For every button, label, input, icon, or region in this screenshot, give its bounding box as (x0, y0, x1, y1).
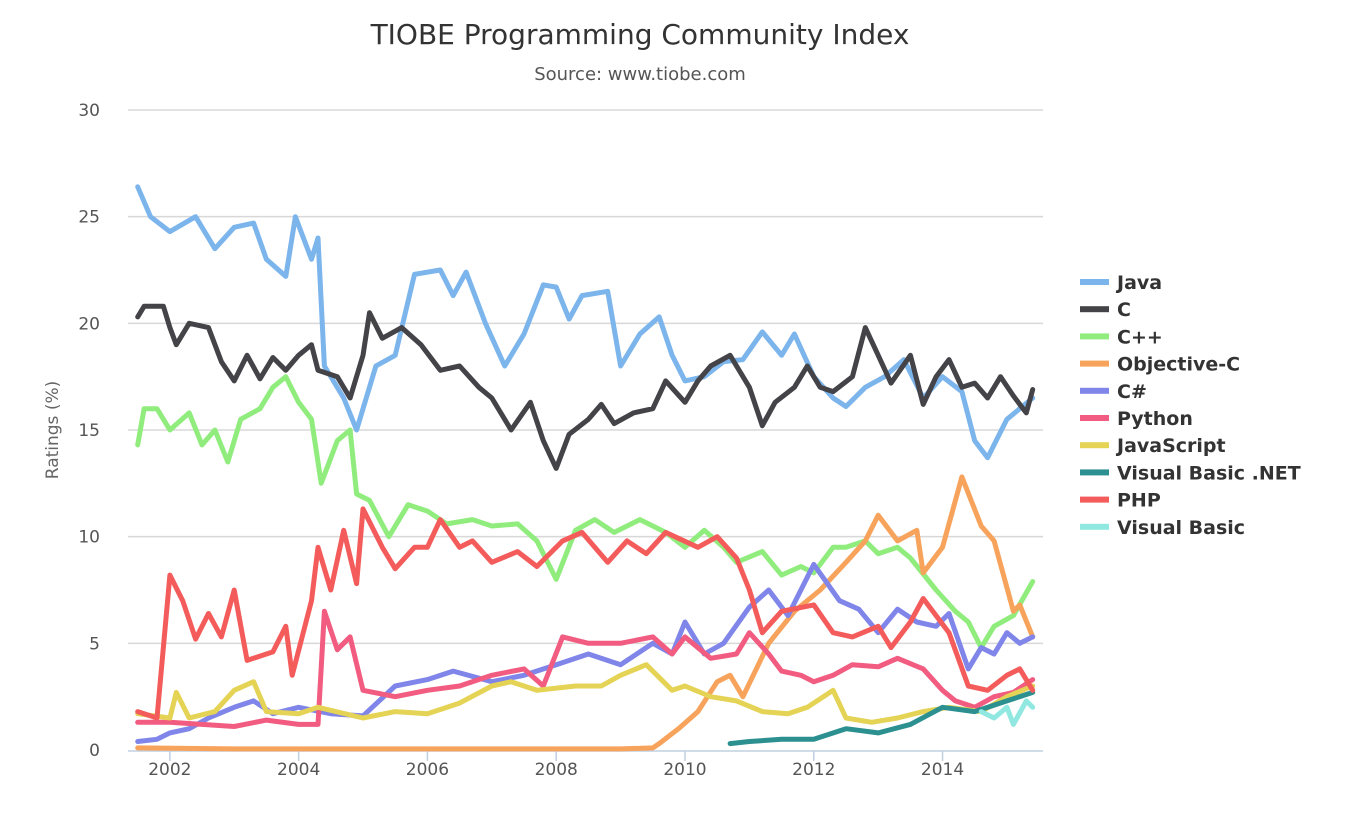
y-tick-label: 10 (78, 528, 100, 548)
legend-item[interactable]: Visual Basic .NET (1080, 462, 1301, 484)
series-line-java (135, 184, 1036, 461)
legend-item[interactable]: PHP (1080, 490, 1161, 512)
legend-label: Visual Basic (1117, 517, 1245, 539)
x-tick-label: 2002 (148, 760, 191, 780)
legend-label: Python (1117, 408, 1193, 430)
x-tick-label: 2004 (277, 760, 320, 780)
series-line-javascript (135, 662, 1036, 725)
legend-item[interactable]: Java (1080, 272, 1162, 294)
legend-label: C++ (1117, 326, 1163, 348)
y-tick-label: 0 (89, 741, 100, 761)
legend-label: PHP (1117, 490, 1161, 512)
x-axis: 2002 2004 2006 2008 2010 2012 2014 (128, 750, 1043, 780)
legend-swatch (1080, 279, 1109, 285)
legend-item[interactable]: Python (1080, 408, 1193, 430)
legend-item[interactable]: C# (1080, 381, 1147, 403)
legend-label: C (1117, 299, 1131, 321)
legend: Java C C++ Objective-C C# Python JavaScript Vis… (1080, 272, 1301, 539)
y-tick-label: 20 (78, 314, 100, 334)
series-line-c (135, 303, 1036, 471)
series-line-objective-c (135, 474, 1036, 752)
legend-item[interactable]: C (1080, 299, 1131, 321)
x-tick-label: 2006 (406, 760, 449, 780)
legend-swatch (1080, 387, 1109, 394)
legend-item[interactable]: C++ (1080, 326, 1163, 348)
legend-swatch (1080, 523, 1109, 530)
legend-label: Objective-C (1117, 354, 1240, 376)
series-group (135, 184, 1036, 752)
legend-item[interactable]: Objective-C (1080, 354, 1240, 376)
series-line-php (135, 506, 1036, 721)
x-tick-label: 2014 (921, 760, 964, 780)
y-tick-label: 5 (89, 634, 100, 654)
legend-swatch (1080, 469, 1109, 476)
legend-item[interactable]: JavaScript (1080, 435, 1226, 457)
series-line-visual-basic (978, 698, 1036, 727)
y-tick-label: 15 (78, 421, 100, 441)
legend-item[interactable]: Visual Basic (1080, 517, 1245, 539)
legend-label: Java (1115, 272, 1162, 294)
x-tick-label: 2012 (792, 760, 835, 780)
legend-swatch (1080, 306, 1109, 313)
legend-swatch (1080, 496, 1109, 503)
legend-swatch (1080, 415, 1109, 421)
x-tick-label: 2010 (663, 760, 706, 780)
series-line-python (135, 608, 1036, 729)
y-tick-label: 25 (78, 208, 100, 228)
chart-title: TIOBE Programming Community Index (370, 18, 910, 51)
legend-label: C# (1117, 381, 1147, 403)
chart-subtitle: Source: www.tiobe.com (534, 64, 746, 85)
legend-label: Visual Basic .NET (1117, 462, 1301, 484)
legend-swatch (1080, 333, 1109, 340)
legend-label: JavaScript (1115, 435, 1226, 457)
x-tick-label: 2008 (535, 760, 578, 780)
y-tick-label: 30 (78, 101, 100, 121)
legend-swatch (1080, 360, 1109, 367)
y-axis-label: Ratings (%) (43, 381, 63, 480)
legend-swatch (1080, 442, 1109, 449)
series-line-visual-basic-net (727, 689, 1036, 747)
